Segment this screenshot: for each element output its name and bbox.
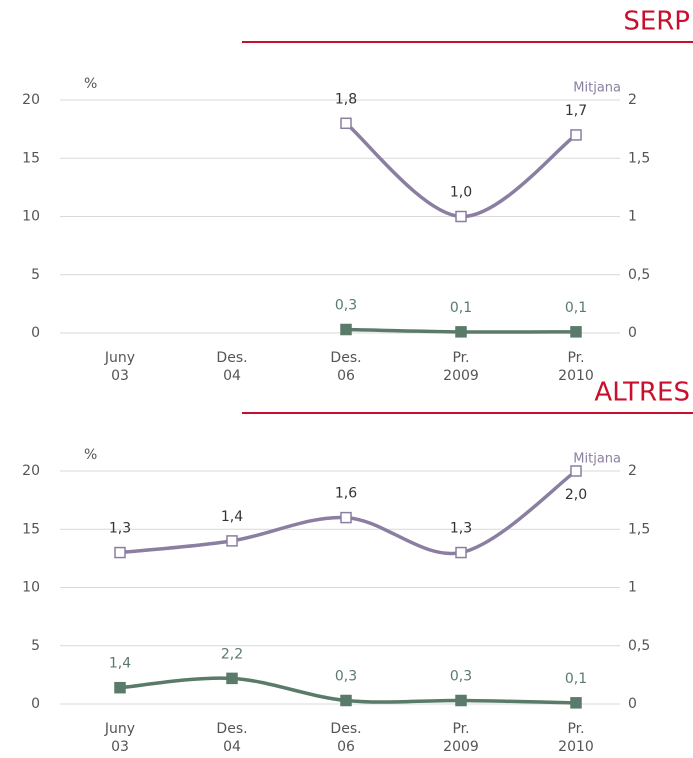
y2-tick-label: 1 xyxy=(628,580,637,596)
y2-tick-label: 1,5 xyxy=(628,150,650,166)
y2-tick-label: 0 xyxy=(628,325,637,341)
x-tick-label: 2010 xyxy=(558,739,594,755)
y-tick-label: 10 xyxy=(22,209,40,225)
point-marker xyxy=(340,511,352,524)
point-marker xyxy=(340,117,352,130)
y-tick-label: 10 xyxy=(22,580,40,596)
y-tick-label: 0 xyxy=(31,696,40,712)
x-tick-label: Des. xyxy=(330,350,361,366)
x-tick-label: Des. xyxy=(216,350,247,366)
point-marker xyxy=(455,694,467,707)
point-marker xyxy=(570,326,582,338)
y-tick-label: 20 xyxy=(22,463,40,479)
x-tick-label: 2009 xyxy=(443,368,479,384)
y2-axis-label: Mitjana xyxy=(573,452,621,467)
x-tick-label: 04 xyxy=(223,368,241,384)
y2-tick-label: 0 xyxy=(628,696,637,712)
point-marker xyxy=(226,535,238,547)
point-marker xyxy=(455,326,467,338)
x-tick-label: 2009 xyxy=(443,739,479,755)
data-label: 1,7 xyxy=(565,103,587,119)
x-tick-label: 04 xyxy=(223,739,241,755)
data-label: 1,0 xyxy=(450,185,472,201)
point-marker xyxy=(340,694,352,707)
y2-tick-label: 2 xyxy=(628,92,637,108)
y2-tick-label: 2 xyxy=(628,463,637,479)
data-label: 0,3 xyxy=(335,669,357,685)
data-label: 1,4 xyxy=(221,509,243,525)
y2-tick-label: 0,5 xyxy=(628,267,650,283)
y-tick-label: 0 xyxy=(31,325,40,341)
x-tick-label: 03 xyxy=(111,739,129,755)
y2-tick-label: 1 xyxy=(628,209,637,225)
data-label: 1,8 xyxy=(335,91,357,107)
x-tick-label: 2010 xyxy=(558,368,594,384)
point-marker xyxy=(340,323,352,336)
y-axis-label: % xyxy=(84,447,97,463)
data-label: 0,1 xyxy=(565,300,587,316)
data-label: 0,3 xyxy=(450,669,472,685)
x-tick-label: Des. xyxy=(330,721,361,737)
point-marker xyxy=(570,129,582,141)
x-tick-label: Pr. xyxy=(452,721,469,737)
x-tick-label: Des. xyxy=(216,721,247,737)
data-label: 1,4 xyxy=(109,656,131,672)
x-tick-label: Pr. xyxy=(567,350,584,366)
y-tick-label: 5 xyxy=(31,638,40,654)
chart-title: SERP xyxy=(623,7,690,37)
point-marker xyxy=(570,465,582,477)
x-tick-label: Pr. xyxy=(567,721,584,737)
y-axis-label: % xyxy=(84,76,97,92)
point-marker xyxy=(570,697,582,709)
data-label: 0,1 xyxy=(565,671,587,687)
data-label: 2,0 xyxy=(565,487,587,503)
y2-tick-label: 0,5 xyxy=(628,638,650,654)
data-label: 2,2 xyxy=(221,646,243,662)
chart-title: ALTRES xyxy=(594,378,690,408)
point-marker xyxy=(226,672,238,685)
y2-axis-label: Mitjana xyxy=(573,81,621,96)
point-marker xyxy=(114,681,126,694)
y-tick-label: 15 xyxy=(22,150,40,166)
point-marker xyxy=(114,546,126,559)
y-tick-label: 5 xyxy=(31,267,40,283)
x-tick-label: Juny xyxy=(104,350,135,366)
data-label: 1,3 xyxy=(450,521,472,537)
x-tick-label: 06 xyxy=(337,739,355,755)
y2-tick-label: 1,5 xyxy=(628,521,650,537)
point-marker xyxy=(455,210,467,223)
series-line xyxy=(344,121,578,219)
x-tick-label: 03 xyxy=(111,368,129,384)
data-label: 1,6 xyxy=(335,486,357,502)
data-label: 1,3 xyxy=(109,521,131,537)
y-tick-label: 20 xyxy=(22,92,40,108)
x-tick-label: Pr. xyxy=(452,350,469,366)
x-tick-label: Juny xyxy=(104,721,135,737)
data-label: 0,3 xyxy=(335,298,357,314)
y-tick-label: 15 xyxy=(22,521,40,537)
x-tick-label: 06 xyxy=(337,368,355,384)
data-label: 0,1 xyxy=(450,300,472,316)
point-marker xyxy=(455,546,467,559)
